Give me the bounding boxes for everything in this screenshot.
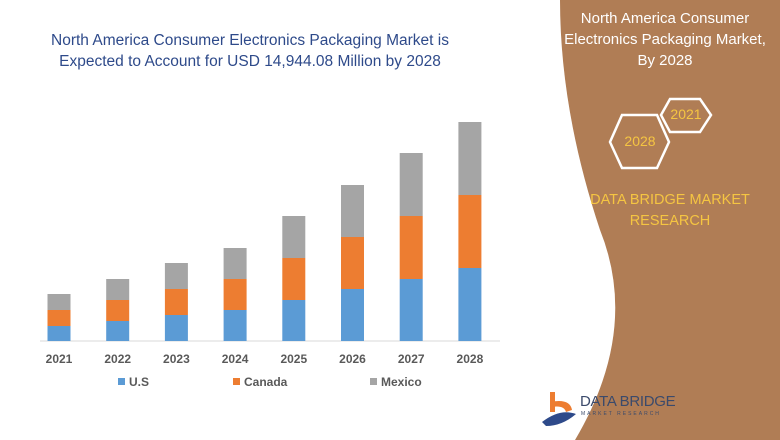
bar-mexico-2024: [223, 248, 247, 279]
hex-label-2028: 2028: [624, 133, 656, 149]
bar-canada-2028: [458, 195, 482, 268]
bar-canada-2025: [282, 258, 306, 300]
x-tick-label: 2021: [46, 352, 73, 366]
legend-swatch: [118, 378, 125, 385]
data-bridge-logo-icon: [542, 392, 576, 426]
x-tick-label: 2028: [457, 352, 484, 366]
legend-label: Canada: [244, 375, 288, 389]
logo-text: DATA BRIDGE: [580, 393, 676, 410]
bar-mexico-2022: [106, 279, 130, 300]
logo-subtext: MARKET RESEARCH: [581, 411, 661, 417]
brand-text: DATA BRIDGE MARKET RESEARCH: [590, 192, 750, 229]
stacked-bar-chart: 2021 2022 2023 2024 2025 2026 2027 2028 U.S Cana…: [40, 122, 500, 389]
bar-canada-2027: [399, 216, 423, 279]
hex-2021-icon: [659, 97, 713, 134]
bar-us-2028: [458, 268, 482, 341]
bar-us-2027: [399, 279, 423, 341]
x-tick-label: 2022: [104, 352, 131, 366]
x-tick-label: 2023: [163, 352, 190, 366]
bar-canada-2026: [341, 237, 364, 289]
page-title: North America Consumer Electronics Packa…: [51, 32, 449, 70]
x-tick-label: 2025: [280, 352, 307, 366]
legend-swatch: [233, 378, 240, 385]
legend-label: U.S: [129, 375, 149, 389]
bar-canada-2021: [47, 310, 71, 326]
bar-us-2021: [47, 326, 71, 341]
side-panel-title: North America Consumer Electronics Packa…: [564, 10, 766, 69]
bar-us-2026: [341, 289, 364, 341]
bar-canada-2023: [164, 289, 188, 315]
bar-mexico-2025: [282, 216, 306, 258]
bar-mexico-2023: [164, 263, 188, 289]
bar-mexico-2028: [458, 122, 482, 195]
bar-mexico-2021: [47, 294, 71, 310]
bar-us-2025: [282, 300, 306, 341]
bar-us-2022: [106, 321, 130, 341]
hex-2028-icon: [608, 113, 671, 170]
x-tick-label: 2024: [222, 352, 249, 366]
x-tick-label: 2026: [339, 352, 366, 366]
legend-swatch: [370, 378, 377, 385]
side-panel: [560, 0, 780, 440]
bar-us-2023: [164, 315, 188, 341]
bar-canada-2024: [223, 279, 247, 310]
bar-canada-2022: [106, 300, 130, 321]
x-tick-label: 2027: [398, 352, 425, 366]
hex-label-2021: 2021: [670, 106, 702, 122]
bar-mexico-2026: [341, 185, 364, 237]
bar-mexico-2027: [399, 153, 423, 216]
legend-label: Mexico: [381, 375, 422, 389]
bar-us-2024: [223, 310, 247, 341]
